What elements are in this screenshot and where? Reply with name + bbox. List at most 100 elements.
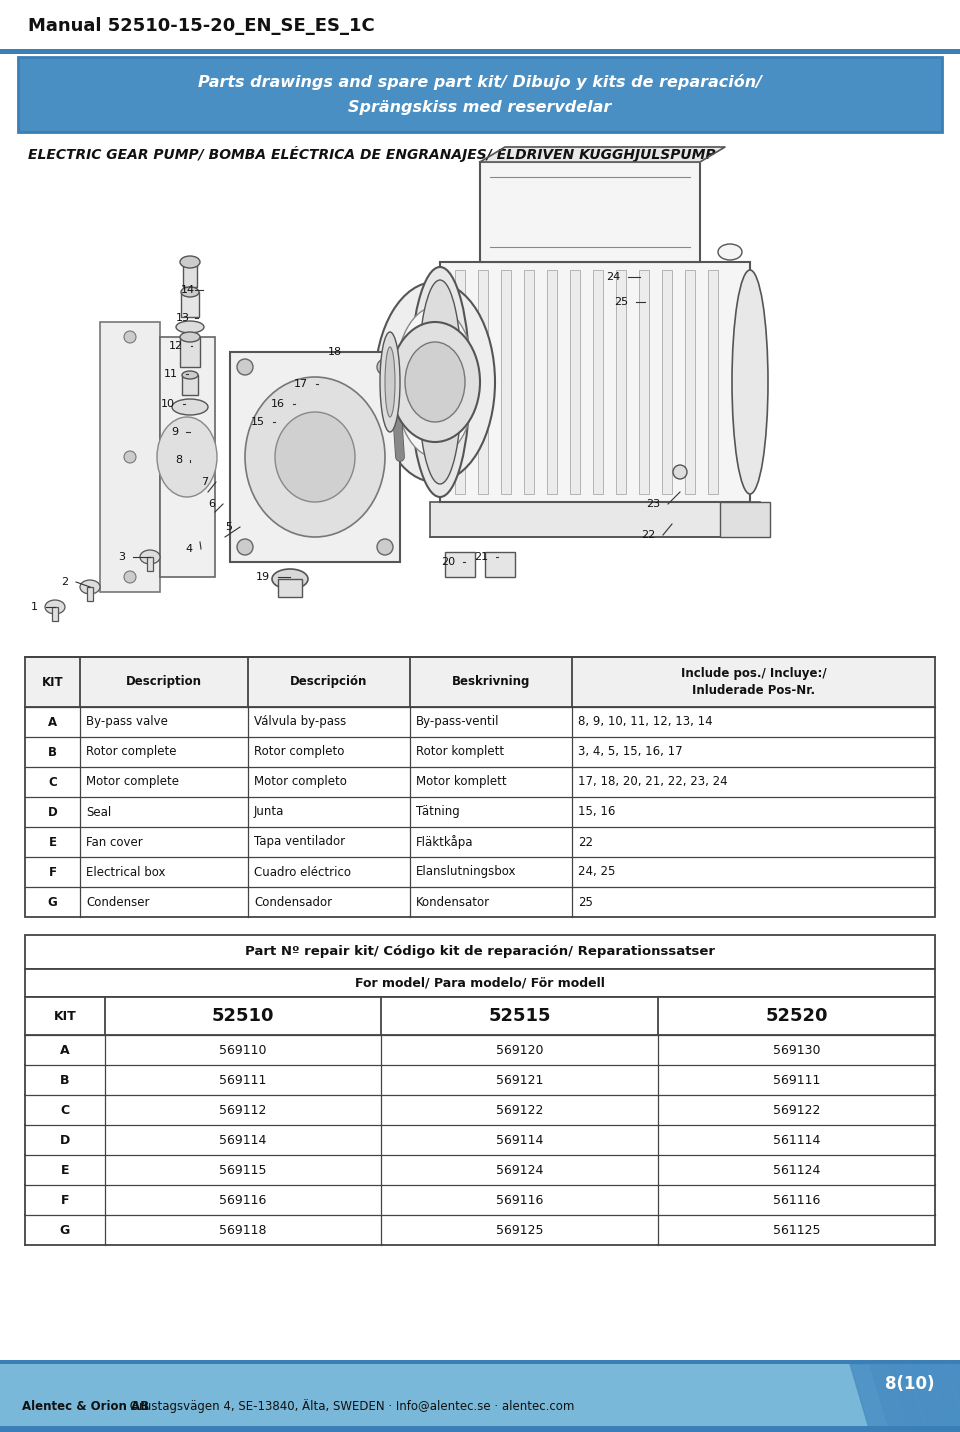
Ellipse shape [413, 326, 429, 351]
Text: 2: 2 [60, 577, 68, 587]
Ellipse shape [718, 243, 742, 261]
Text: 569122: 569122 [495, 1104, 543, 1117]
Text: 22: 22 [578, 835, 593, 849]
Bar [639, 271, 649, 494]
Ellipse shape [245, 377, 385, 537]
Text: 569114: 569114 [219, 1134, 267, 1147]
Text: 3: 3 [118, 551, 125, 561]
Text: 52510: 52510 [212, 1007, 275, 1025]
Text: G: G [60, 1223, 70, 1236]
Bar [25, 657, 935, 707]
Text: 569111: 569111 [219, 1074, 267, 1087]
Text: B: B [60, 1074, 70, 1087]
Ellipse shape [124, 451, 136, 463]
Text: 569116: 569116 [219, 1193, 267, 1207]
Bar [181, 292, 199, 316]
Ellipse shape [455, 369, 471, 394]
Text: 16: 16 [271, 400, 285, 410]
Ellipse shape [80, 580, 100, 594]
Text: 3, 4, 5, 15, 16, 17: 3, 4, 5, 15, 16, 17 [578, 746, 683, 759]
Text: 561124: 561124 [773, 1163, 820, 1177]
Text: 569116: 569116 [495, 1193, 543, 1207]
Ellipse shape [395, 306, 475, 457]
Text: C: C [60, 1104, 69, 1117]
Bar [147, 557, 153, 571]
Ellipse shape [441, 414, 457, 437]
Ellipse shape [405, 342, 465, 422]
Text: 8: 8 [175, 455, 182, 465]
Bar [708, 271, 718, 494]
Text: 52515: 52515 [489, 1007, 551, 1025]
Bar [25, 935, 935, 969]
Bar [455, 271, 465, 494]
Ellipse shape [237, 359, 253, 375]
Bar [183, 265, 197, 286]
Bar [180, 337, 200, 367]
Text: 15, 16: 15, 16 [578, 805, 615, 819]
Text: Descripción: Descripción [290, 676, 368, 689]
Bar [720, 503, 770, 537]
Polygon shape [890, 1365, 960, 1432]
Ellipse shape [380, 332, 400, 432]
Bar [0, 49, 960, 54]
Text: 561116: 561116 [773, 1193, 820, 1207]
Bar [100, 322, 160, 591]
Ellipse shape [399, 369, 415, 394]
Bar [18, 57, 942, 132]
Text: Sprängskiss med reservdelar: Sprängskiss med reservdelar [348, 100, 612, 115]
Bar [616, 271, 626, 494]
Text: Include pos./ Incluye:/: Include pos./ Incluye:/ [681, 666, 827, 680]
Bar [480, 162, 700, 262]
Text: D: D [48, 805, 58, 819]
Text: Junta: Junta [254, 805, 284, 819]
Ellipse shape [237, 538, 253, 556]
Ellipse shape [377, 359, 393, 375]
Ellipse shape [385, 347, 395, 417]
Text: 11: 11 [164, 369, 178, 379]
Bar [501, 271, 511, 494]
Ellipse shape [176, 321, 204, 334]
Bar [87, 587, 93, 601]
Text: 22: 22 [640, 530, 655, 540]
Ellipse shape [181, 286, 199, 296]
Text: 17: 17 [294, 379, 308, 390]
Text: 8, 9, 10, 11, 12, 13, 14: 8, 9, 10, 11, 12, 13, 14 [578, 716, 712, 729]
Text: 569110: 569110 [219, 1044, 267, 1057]
Text: By-pass valve: By-pass valve [86, 716, 168, 729]
Text: 25: 25 [578, 895, 593, 908]
Text: 13: 13 [176, 314, 190, 324]
Text: Cuadro eléctrico: Cuadro eléctrico [254, 865, 351, 878]
Bar [445, 551, 475, 577]
Ellipse shape [172, 400, 208, 415]
Text: Fan cover: Fan cover [86, 835, 143, 849]
Bar [570, 271, 580, 494]
Ellipse shape [377, 538, 393, 556]
Text: 5: 5 [225, 523, 232, 533]
Ellipse shape [390, 322, 480, 442]
Ellipse shape [182, 371, 198, 379]
Text: 569122: 569122 [773, 1104, 820, 1117]
Text: 52520: 52520 [765, 1007, 828, 1025]
Text: 569120: 569120 [495, 1044, 543, 1057]
Ellipse shape [180, 332, 200, 342]
Bar [0, 1365, 960, 1432]
Text: 19: 19 [256, 571, 270, 581]
Ellipse shape [275, 412, 355, 503]
Bar [182, 375, 198, 395]
Bar [25, 997, 935, 1035]
Ellipse shape [180, 256, 200, 268]
Text: Electrical box: Electrical box [86, 865, 165, 878]
Polygon shape [910, 1365, 960, 1432]
Text: Inluderade Pos-Nr.: Inluderade Pos-Nr. [692, 684, 815, 697]
Polygon shape [950, 1365, 960, 1432]
Polygon shape [870, 1365, 945, 1432]
Text: 569121: 569121 [495, 1074, 543, 1087]
Text: 10: 10 [161, 400, 175, 410]
Text: Parts drawings and spare part kit/ Dibujo y kits de reparación/: Parts drawings and spare part kit/ Dibuj… [198, 73, 762, 89]
Text: Kondensator: Kondensator [416, 895, 491, 908]
Text: 23: 23 [646, 498, 660, 508]
Polygon shape [850, 1365, 924, 1432]
Text: Elanslutningsbox: Elanslutningsbox [416, 865, 516, 878]
Text: 561125: 561125 [773, 1223, 820, 1236]
Bar [0, 0, 960, 52]
